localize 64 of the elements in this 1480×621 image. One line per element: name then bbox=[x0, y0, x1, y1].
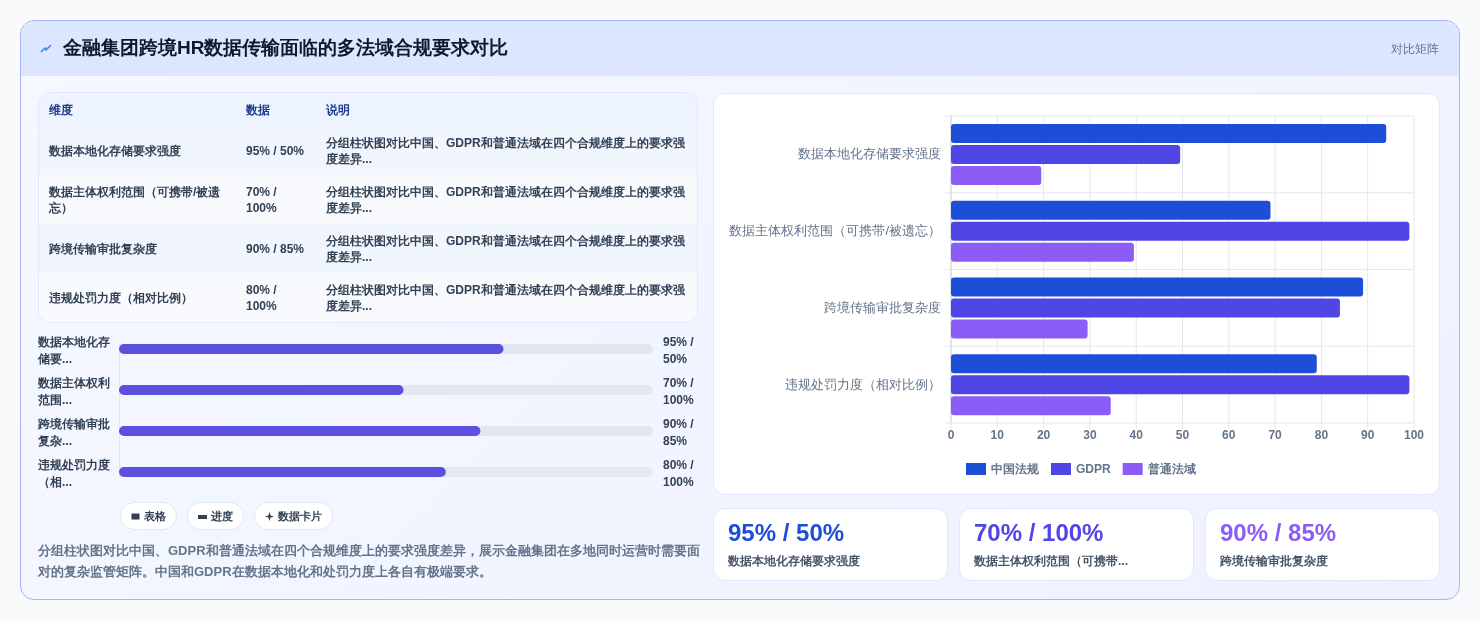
x-tick-label: 90 bbox=[1361, 428, 1375, 442]
bar bbox=[951, 165, 1042, 185]
text: 金融集团跨境HR数据传输面临的多法域合规要求对比 bbox=[63, 36, 509, 60]
y-tick-label: 数据主体权利范围... bbox=[38, 375, 111, 409]
text: 分组柱状图对比中国、GDPR和普通法域在四个合规维度上的要求强度差异... bbox=[326, 134, 686, 168]
bar bbox=[951, 242, 1134, 262]
text: 分组柱状图对比中国、GDPR和普通法域在四个合规维度上的要求强度差异... bbox=[326, 232, 686, 266]
y-tick-label: 跨境传输审批复杂... bbox=[38, 416, 111, 450]
text: 跨境传输审批复杂度 bbox=[1220, 553, 1328, 570]
x-tick-label: 20 bbox=[1036, 428, 1051, 442]
text: 80% / 100% bbox=[663, 457, 695, 491]
x-tick-label: 80 bbox=[1314, 428, 1329, 442]
y-tick-label: 数据本地化存储要... bbox=[38, 334, 111, 368]
legend-label: GDPR bbox=[1076, 462, 1111, 476]
text: 说明 bbox=[326, 101, 351, 119]
bar bbox=[951, 319, 1088, 339]
text: 90% / 85% bbox=[246, 240, 306, 258]
text: 数据 bbox=[246, 101, 271, 119]
y-tick-label: 违规处罚力度（相对比例） bbox=[785, 376, 941, 392]
x-tick-label: 60 bbox=[1222, 428, 1236, 442]
bar bbox=[951, 200, 1271, 220]
text: 90% / 85% bbox=[1220, 519, 1337, 547]
x-tick-label: 30 bbox=[1083, 428, 1097, 442]
text: 70% / 100% bbox=[246, 183, 278, 217]
bar bbox=[951, 123, 1387, 143]
bar bbox=[951, 298, 1340, 318]
text: 维度 bbox=[49, 101, 74, 119]
x-tick-label: 10 bbox=[990, 428, 1005, 442]
text: 90% / 85% bbox=[663, 416, 695, 450]
bar bbox=[951, 375, 1410, 395]
text: 70% / 100% bbox=[974, 519, 1104, 547]
text: 分组柱状图对比中国、GDPR和普通法域在四个合规维度上的要求强度差异... bbox=[326, 183, 686, 217]
bar bbox=[951, 396, 1111, 416]
text: 95% / 50% bbox=[728, 519, 845, 547]
text: 分组柱状图对比中国、GDPR和普通法域在四个合规维度上的要求强度差异... bbox=[326, 281, 686, 315]
x-tick-label: 70 bbox=[1268, 428, 1283, 442]
legend-label: 中国法规 bbox=[991, 462, 1040, 476]
text: 95% / 50% bbox=[246, 142, 306, 160]
x-tick-label: 40 bbox=[1129, 428, 1144, 442]
text: 95% / 50% bbox=[663, 334, 695, 368]
text: 数据本地化存储要求强度 bbox=[49, 142, 182, 160]
text: 分组柱状图对比中国、GDPR和普通法域在四个合规维度上的要求强度差异，展示金融集团在多地同时运营时需要面对的复杂监管矩阵。中国和GDPR在数据本地化和处罚力度上各自有极端要求。 bbox=[38, 542, 701, 581]
text: 表格 bbox=[144, 508, 166, 524]
text: 数据本地化存储要求强度 bbox=[728, 553, 860, 570]
text: 80% / 100% bbox=[246, 281, 278, 315]
y-tick-label: 数据本地化存储要求强度 bbox=[798, 146, 941, 162]
legend-label: 普通法域 bbox=[1146, 462, 1196, 476]
x-tick-label: 50 bbox=[1175, 428, 1190, 442]
text: 70% / 100% bbox=[663, 375, 695, 409]
text: 违规处罚力度（相对比例） bbox=[49, 289, 194, 307]
text: 对比矩阵 bbox=[1391, 41, 1439, 58]
bar bbox=[951, 354, 1317, 374]
text: 数据卡片 bbox=[278, 508, 322, 524]
text: 跨境传输审批复杂度 bbox=[49, 240, 158, 258]
x-tick-label: 0 bbox=[947, 428, 955, 442]
bar bbox=[951, 277, 1364, 297]
x-tick-label: 100 bbox=[1403, 428, 1425, 442]
y-tick-label: 跨境传输审批复杂度 bbox=[824, 299, 941, 315]
text: 进度 bbox=[211, 508, 233, 524]
y-tick-label: 数据主体权利范围（可携带/被遗忘） bbox=[729, 223, 941, 239]
text: 数据主体权利范围（可携带... bbox=[974, 553, 1129, 570]
bar bbox=[951, 144, 1181, 164]
y-tick-label: 违规处罚力度（相... bbox=[38, 457, 111, 491]
bar bbox=[951, 221, 1410, 241]
